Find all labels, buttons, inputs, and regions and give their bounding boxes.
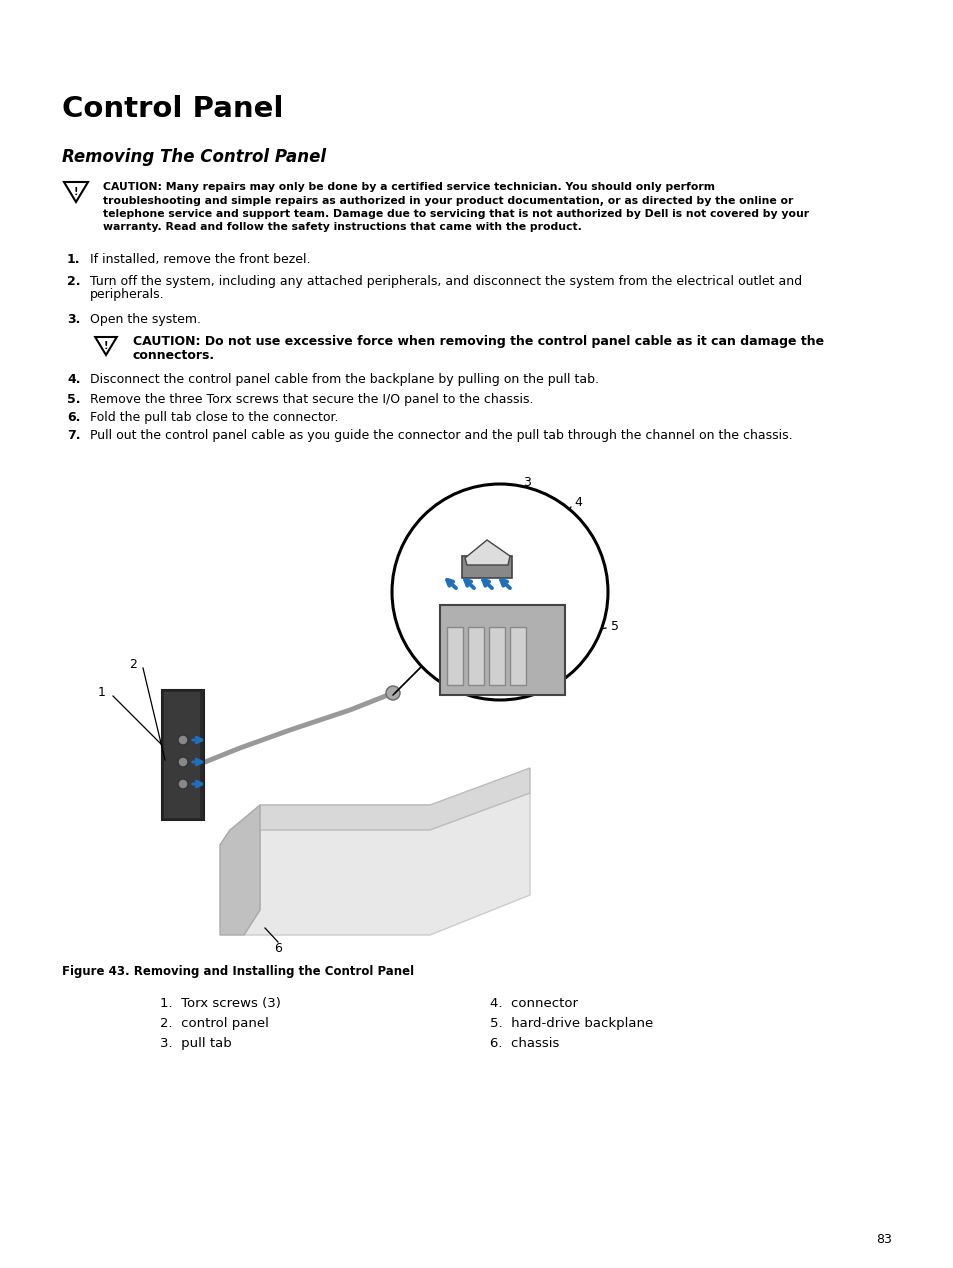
Text: 6.  chassis: 6. chassis xyxy=(490,1037,558,1050)
Text: 83: 83 xyxy=(875,1232,891,1246)
Text: 1.  Torx screws (3): 1. Torx screws (3) xyxy=(160,997,280,1011)
Bar xyxy=(468,626,483,685)
Text: 3: 3 xyxy=(522,476,531,488)
Polygon shape xyxy=(220,768,530,844)
Bar xyxy=(447,626,462,685)
Circle shape xyxy=(178,779,188,789)
Text: connectors.: connectors. xyxy=(132,349,214,361)
Text: 6: 6 xyxy=(274,942,282,955)
Text: Removing The Control Panel: Removing The Control Panel xyxy=(62,148,326,166)
Text: 4: 4 xyxy=(574,497,581,510)
Text: !: ! xyxy=(104,341,108,351)
Text: 3.: 3. xyxy=(67,313,80,326)
Circle shape xyxy=(386,686,399,700)
Circle shape xyxy=(178,735,188,746)
Text: peripherals.: peripherals. xyxy=(90,288,165,301)
Text: 4.  connector: 4. connector xyxy=(490,997,578,1011)
Text: Pull out the control panel cable as you guide the connector and the pull tab thr: Pull out the control panel cable as you … xyxy=(90,429,792,443)
Text: Fold the pull tab close to the connector.: Fold the pull tab close to the connector… xyxy=(90,411,338,424)
Text: 5.: 5. xyxy=(67,393,80,406)
Text: CAUTION: Do not use excessive force when removing the control panel cable as it : CAUTION: Do not use excessive force when… xyxy=(132,335,823,347)
Text: Figure 43. Removing and Installing the Control Panel: Figure 43. Removing and Installing the C… xyxy=(62,965,414,978)
Text: 1.: 1. xyxy=(67,254,80,266)
Text: !: ! xyxy=(73,186,78,197)
Text: 4.: 4. xyxy=(67,373,80,385)
Text: warranty. Read and follow the safety instructions that came with the product.: warranty. Read and follow the safety ins… xyxy=(103,222,581,232)
Text: 2.: 2. xyxy=(67,275,80,288)
Text: Disconnect the control panel cable from the backplane by pulling on the pull tab: Disconnect the control panel cable from … xyxy=(90,373,598,385)
Bar xyxy=(489,626,504,685)
Bar xyxy=(439,605,564,695)
Polygon shape xyxy=(464,540,510,566)
Text: 1: 1 xyxy=(98,686,106,699)
Text: Open the system.: Open the system. xyxy=(90,313,201,326)
Circle shape xyxy=(392,484,607,700)
Text: 5: 5 xyxy=(610,620,618,633)
Text: CAUTION: Many repairs may only be done by a certified service technician. You sh: CAUTION: Many repairs may only be done b… xyxy=(103,183,714,191)
Text: troubleshooting and simple repairs as authorized in your product documentation, : troubleshooting and simple repairs as au… xyxy=(103,195,793,205)
Text: If installed, remove the front bezel.: If installed, remove the front bezel. xyxy=(90,254,310,266)
Text: Remove the three Torx screws that secure the I/O panel to the chassis.: Remove the three Torx screws that secure… xyxy=(90,393,533,406)
Text: 6.: 6. xyxy=(67,411,80,424)
Text: 2: 2 xyxy=(129,658,137,672)
Circle shape xyxy=(178,757,188,767)
Text: 7.: 7. xyxy=(67,429,80,443)
Bar xyxy=(162,690,204,820)
Text: 3.  pull tab: 3. pull tab xyxy=(160,1037,232,1050)
Polygon shape xyxy=(244,792,530,935)
Text: 2.  control panel: 2. control panel xyxy=(160,1017,269,1030)
Bar xyxy=(164,692,200,818)
Text: 5.  hard-drive backplane: 5. hard-drive backplane xyxy=(490,1017,653,1030)
Text: Turn off the system, including any attached peripherals, and disconnect the syst: Turn off the system, including any attac… xyxy=(90,275,801,288)
Bar xyxy=(510,626,525,685)
Bar xyxy=(461,555,512,578)
Text: telephone service and support team. Damage due to servicing that is not authoriz: telephone service and support team. Dama… xyxy=(103,209,808,219)
Polygon shape xyxy=(220,805,260,935)
Text: Control Panel: Control Panel xyxy=(62,95,283,123)
